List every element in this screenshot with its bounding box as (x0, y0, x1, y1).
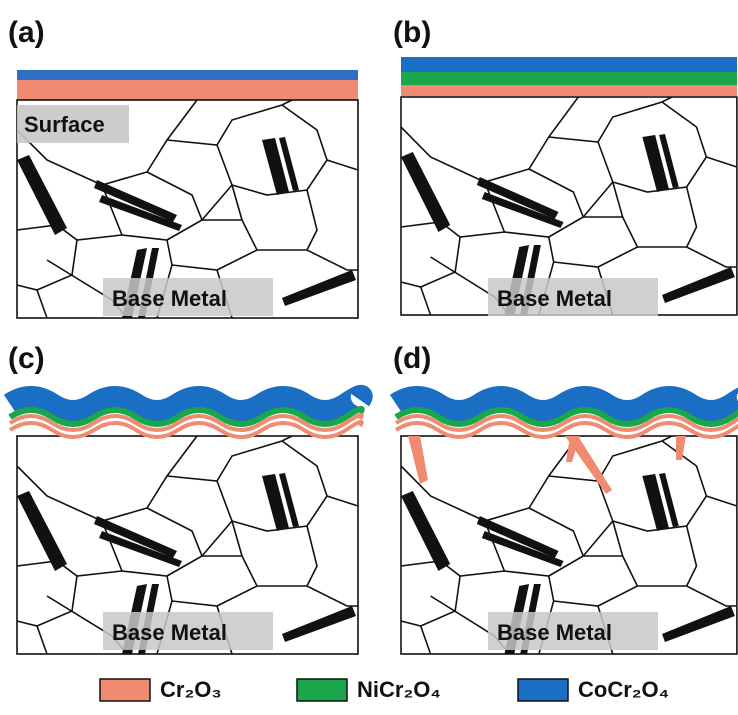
panel-label: (d) (393, 342, 431, 375)
panel-a: (a) Surface Base Metal (8, 16, 358, 318)
base-label: Base Metal (112, 620, 227, 645)
legend-swatch (100, 679, 150, 701)
panel-d: (d) Base Metal (393, 342, 738, 654)
base-label: Base Metal (497, 620, 612, 645)
figure: (a) Surface Base Metal (b) Base Metal (c… (0, 0, 738, 715)
panel-label: (a) (8, 16, 45, 49)
base-label: Base Metal (497, 286, 612, 311)
panel-label: (c) (8, 342, 45, 375)
surface-label: Surface (24, 112, 105, 137)
base-label: Base Metal (112, 286, 227, 311)
legend-label: NiCr₂O₄ (357, 677, 441, 702)
legend-label: Cr₂O₃ (160, 677, 222, 702)
panel-label: (b) (393, 16, 431, 49)
legend-swatch (297, 679, 347, 701)
legend: Cr₂O₃ NiCr₂O₄ CoCr₂O₄ (100, 677, 669, 702)
panel-c: (c) Base Metal (8, 342, 362, 654)
panel-b: (b) Base Metal (393, 16, 737, 316)
legend-swatch (518, 679, 568, 701)
legend-label: CoCr₂O₄ (578, 677, 669, 702)
